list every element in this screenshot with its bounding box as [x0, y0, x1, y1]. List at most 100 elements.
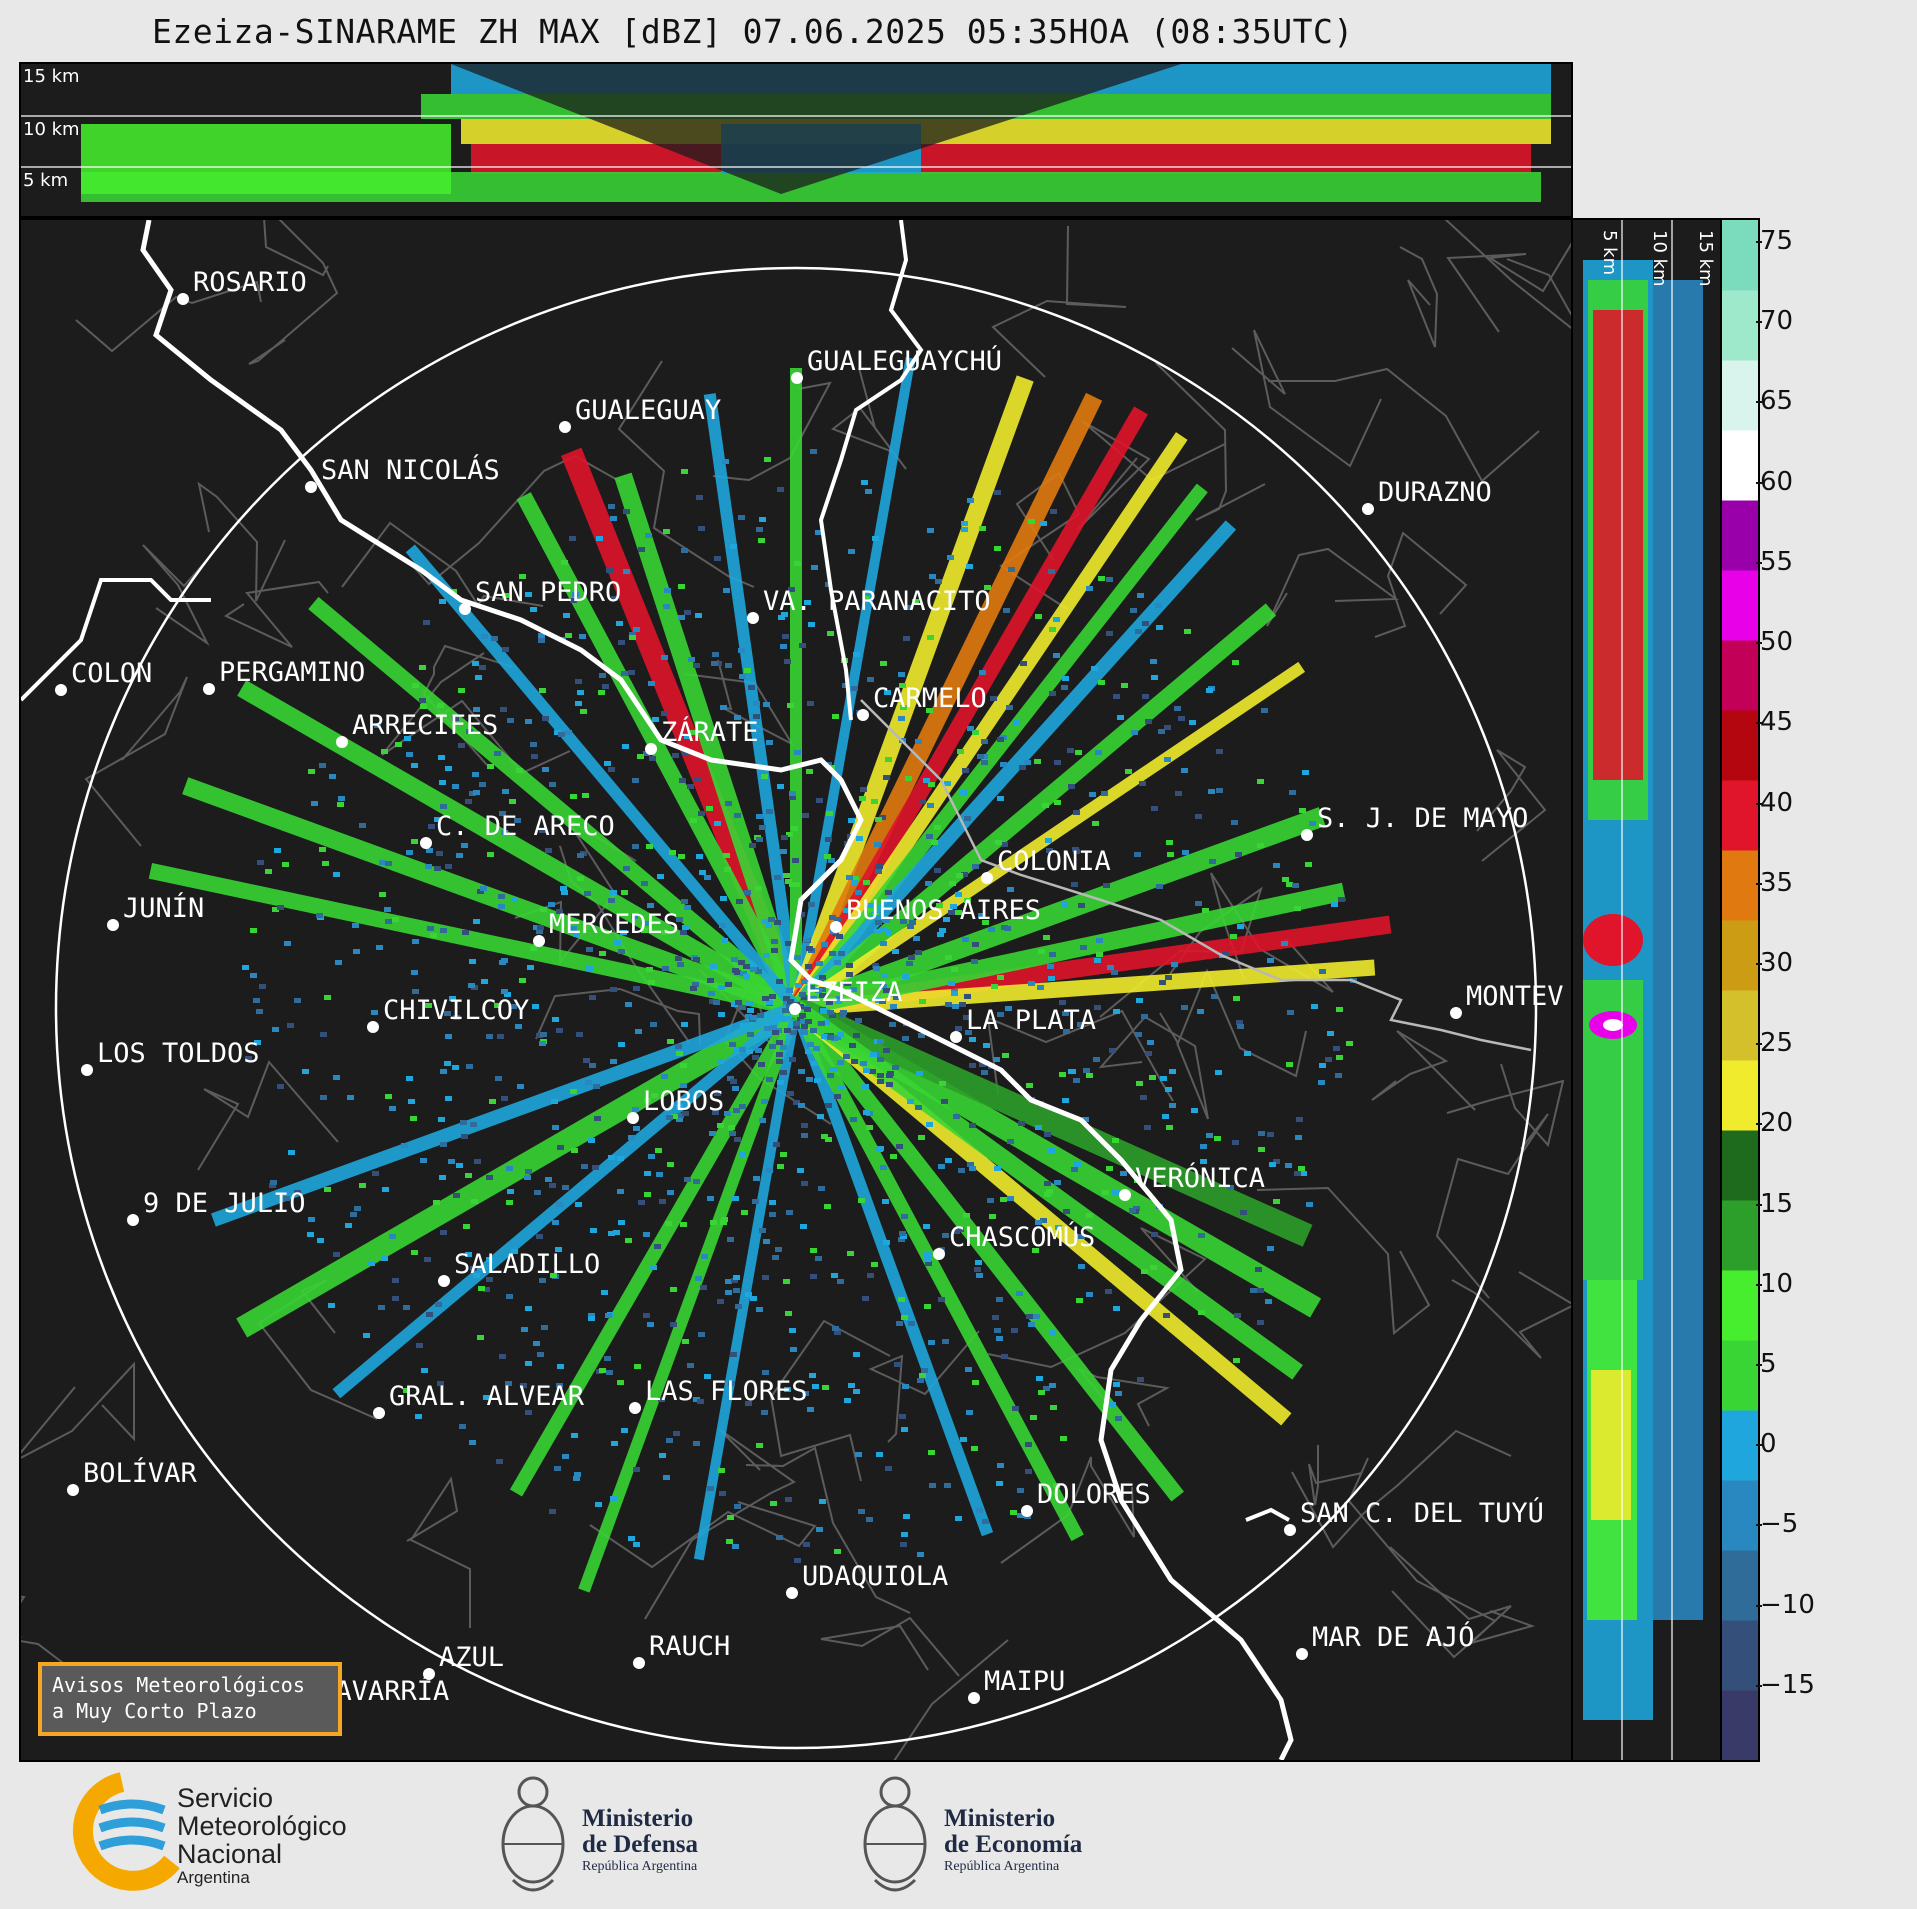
- city-marker: [1021, 1505, 1033, 1517]
- echo-pixel: [740, 971, 747, 976]
- echo-pixel: [862, 1084, 869, 1089]
- echo-pixel: [936, 903, 943, 908]
- echo-pixel: [588, 1313, 595, 1318]
- echo-pixel: [1007, 1196, 1014, 1201]
- echo-pixel: [770, 1501, 777, 1506]
- echo-pixel: [876, 864, 883, 869]
- echo-pixel: [733, 1275, 740, 1280]
- echo-pixel: [1144, 1125, 1151, 1130]
- echo-pixel: [586, 966, 593, 971]
- echo-pixel: [687, 784, 694, 789]
- city-marker: [107, 919, 119, 931]
- echo-pixel: [582, 793, 589, 798]
- echo-pixel: [428, 824, 435, 829]
- echo-pixel: [846, 963, 853, 968]
- echo-pixel: [899, 1414, 906, 1419]
- echo-pixel: [525, 1361, 532, 1366]
- echo-pixel: [948, 910, 955, 915]
- echo-pixel: [729, 1131, 736, 1136]
- city-marker: [1362, 503, 1374, 515]
- echo-pixel: [753, 1176, 760, 1181]
- echo-pixel: [1346, 1041, 1353, 1046]
- echo-pixel: [463, 1224, 470, 1229]
- echo-pixel: [1292, 883, 1299, 888]
- echo-pixel: [610, 1496, 617, 1501]
- echo-pixel: [862, 1296, 869, 1301]
- echo-pixel: [855, 1452, 862, 1457]
- echo-pixel: [646, 844, 653, 849]
- echo-pixel: [951, 967, 958, 972]
- echo-pixel: [918, 1033, 925, 1038]
- echo-pixel: [992, 1315, 999, 1320]
- echo-pixel: [1125, 769, 1132, 774]
- echo-pixel: [1047, 964, 1054, 969]
- echo-pixel: [774, 920, 781, 925]
- border-line: [745, 1446, 911, 1614]
- echo-pixel: [655, 1148, 662, 1153]
- echo-pixel: [629, 632, 636, 637]
- echo-pixel: [710, 964, 717, 969]
- border-line: [820, 1616, 960, 1677]
- echo-pixel: [990, 696, 997, 701]
- colorbar-tick-label: 10: [1760, 1268, 1794, 1299]
- echo-pixel: [500, 707, 507, 712]
- echo-pixel: [1035, 614, 1042, 619]
- echo-pixel: [967, 726, 974, 731]
- echo-pixel: [1007, 1139, 1014, 1144]
- echo-pixel: [673, 1431, 680, 1436]
- border-line: [21, 1361, 135, 1459]
- echo-pixel: [961, 521, 968, 526]
- echo-pixel: [1060, 1436, 1067, 1441]
- echo-pixel: [784, 659, 791, 664]
- echo-pixel: [755, 1048, 762, 1053]
- echo-pixel: [378, 1305, 385, 1310]
- border-line: [830, 367, 907, 470]
- echo-pixel: [800, 1224, 807, 1229]
- echo-ray: [790, 432, 1188, 1012]
- colorbar-tick-label: 15: [1760, 1188, 1794, 1219]
- echo-pixel: [905, 776, 912, 781]
- echo-pixel: [763, 1239, 770, 1244]
- side-cross-section: 5 km 10 km 15 km: [1571, 218, 1723, 1762]
- echo-pixel: [515, 1024, 522, 1029]
- echo-pixel: [1302, 770, 1309, 775]
- echo-pixel: [507, 1189, 514, 1194]
- echo-pixel: [510, 1004, 517, 1009]
- echo-pixel: [1006, 705, 1013, 710]
- echo-pixel: [848, 549, 855, 554]
- echo-pixel: [734, 1504, 741, 1509]
- echo-pixel: [470, 1122, 477, 1127]
- echo-pixel: [444, 1061, 451, 1066]
- border-line: [589, 1501, 817, 1569]
- echo-pixel: [945, 955, 952, 960]
- echo-pixel: [1257, 843, 1264, 848]
- echo-pixel: [437, 1381, 444, 1386]
- echo-pixel: [1257, 1288, 1264, 1293]
- echo-pixel: [846, 972, 853, 977]
- colorbar-tick-mark: [1756, 481, 1762, 484]
- echo-pixel: [1211, 994, 1218, 999]
- echo-pixel: [589, 1063, 596, 1068]
- echo-pixel: [670, 1322, 677, 1327]
- echo-pixel: [475, 675, 482, 680]
- echo-pixel: [479, 782, 486, 787]
- echo-pixel: [919, 799, 926, 804]
- echo-pixel: [481, 634, 488, 639]
- echo-pixel: [1048, 1148, 1055, 1153]
- echo-ray: [332, 1003, 800, 1399]
- echo-pixel: [368, 1261, 375, 1266]
- echo-pixel: [806, 1077, 813, 1082]
- echo-ray: [790, 603, 1277, 1015]
- city-label: LAS FLORES: [645, 1376, 808, 1407]
- echo-pixel: [797, 1004, 804, 1009]
- echo-pixel: [625, 1002, 632, 1007]
- echo-pixel: [1269, 1162, 1276, 1167]
- echo-pixel: [821, 942, 828, 947]
- echo-pixel: [759, 517, 766, 522]
- echo-pixel: [426, 1312, 433, 1317]
- echo-pixel: [1134, 852, 1141, 857]
- echo-pixel: [648, 681, 655, 686]
- defensa-line2: de Defensa: [582, 1831, 698, 1858]
- echo-pixel: [1042, 803, 1049, 808]
- echo-pixel: [1289, 790, 1296, 795]
